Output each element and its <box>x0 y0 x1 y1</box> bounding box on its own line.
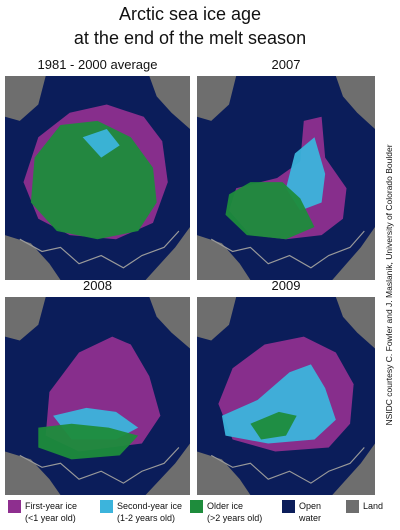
land <box>335 76 375 130</box>
title-line: at the end of the melt season <box>74 28 306 48</box>
ice-region <box>30 120 157 240</box>
land <box>149 76 190 130</box>
legend-label: Older ice <box>207 501 243 511</box>
legend-swatch <box>282 500 295 513</box>
panel-title: 2009 <box>272 278 301 293</box>
legend-label: Land <box>363 501 383 511</box>
map-panel <box>197 76 375 280</box>
coastline <box>19 230 180 269</box>
ice-region <box>286 137 326 211</box>
legend-label: Second-year ice <box>117 501 182 511</box>
panel-title: 2007 <box>272 57 301 72</box>
legend-swatch <box>346 500 359 513</box>
land <box>197 76 237 121</box>
panel-title: 2008 <box>83 278 112 293</box>
land <box>5 235 61 280</box>
map-panel <box>5 297 190 495</box>
land <box>5 76 46 121</box>
land <box>149 297 190 349</box>
legend-swatch <box>100 500 113 513</box>
coastline <box>19 447 180 484</box>
land <box>332 226 375 280</box>
coastline <box>211 230 365 269</box>
map-panel <box>5 76 190 280</box>
legend-swatch <box>190 500 203 513</box>
legend-sublabel: (1-2 years old) <box>117 513 175 523</box>
ice-region <box>225 182 315 240</box>
credit: NSIDC courtesy C. Fowler and J. Maslanik… <box>384 144 394 425</box>
title-line: Arctic sea ice age <box>119 4 261 24</box>
legend-swatch <box>8 500 21 513</box>
ice-region <box>221 364 336 444</box>
legend-sublabel: (>2 years old) <box>207 513 262 523</box>
land <box>197 235 251 280</box>
land <box>145 226 190 280</box>
land <box>332 443 375 495</box>
legend-label: First-year ice <box>25 501 77 511</box>
map-panel <box>197 297 375 495</box>
land <box>145 443 190 495</box>
land <box>197 297 237 341</box>
land <box>197 451 251 495</box>
land <box>5 297 46 341</box>
panel-title: 1981 - 2000 average <box>38 57 158 72</box>
ice-region <box>82 129 120 158</box>
land <box>5 451 61 495</box>
ice-region <box>250 411 297 440</box>
legend-sublabel: water <box>298 513 321 523</box>
coastline <box>211 447 365 484</box>
land <box>335 297 375 349</box>
legend-label: Open <box>299 501 321 511</box>
legend-sublabel: (<1 year old) <box>25 513 76 523</box>
ice-region <box>38 423 139 460</box>
